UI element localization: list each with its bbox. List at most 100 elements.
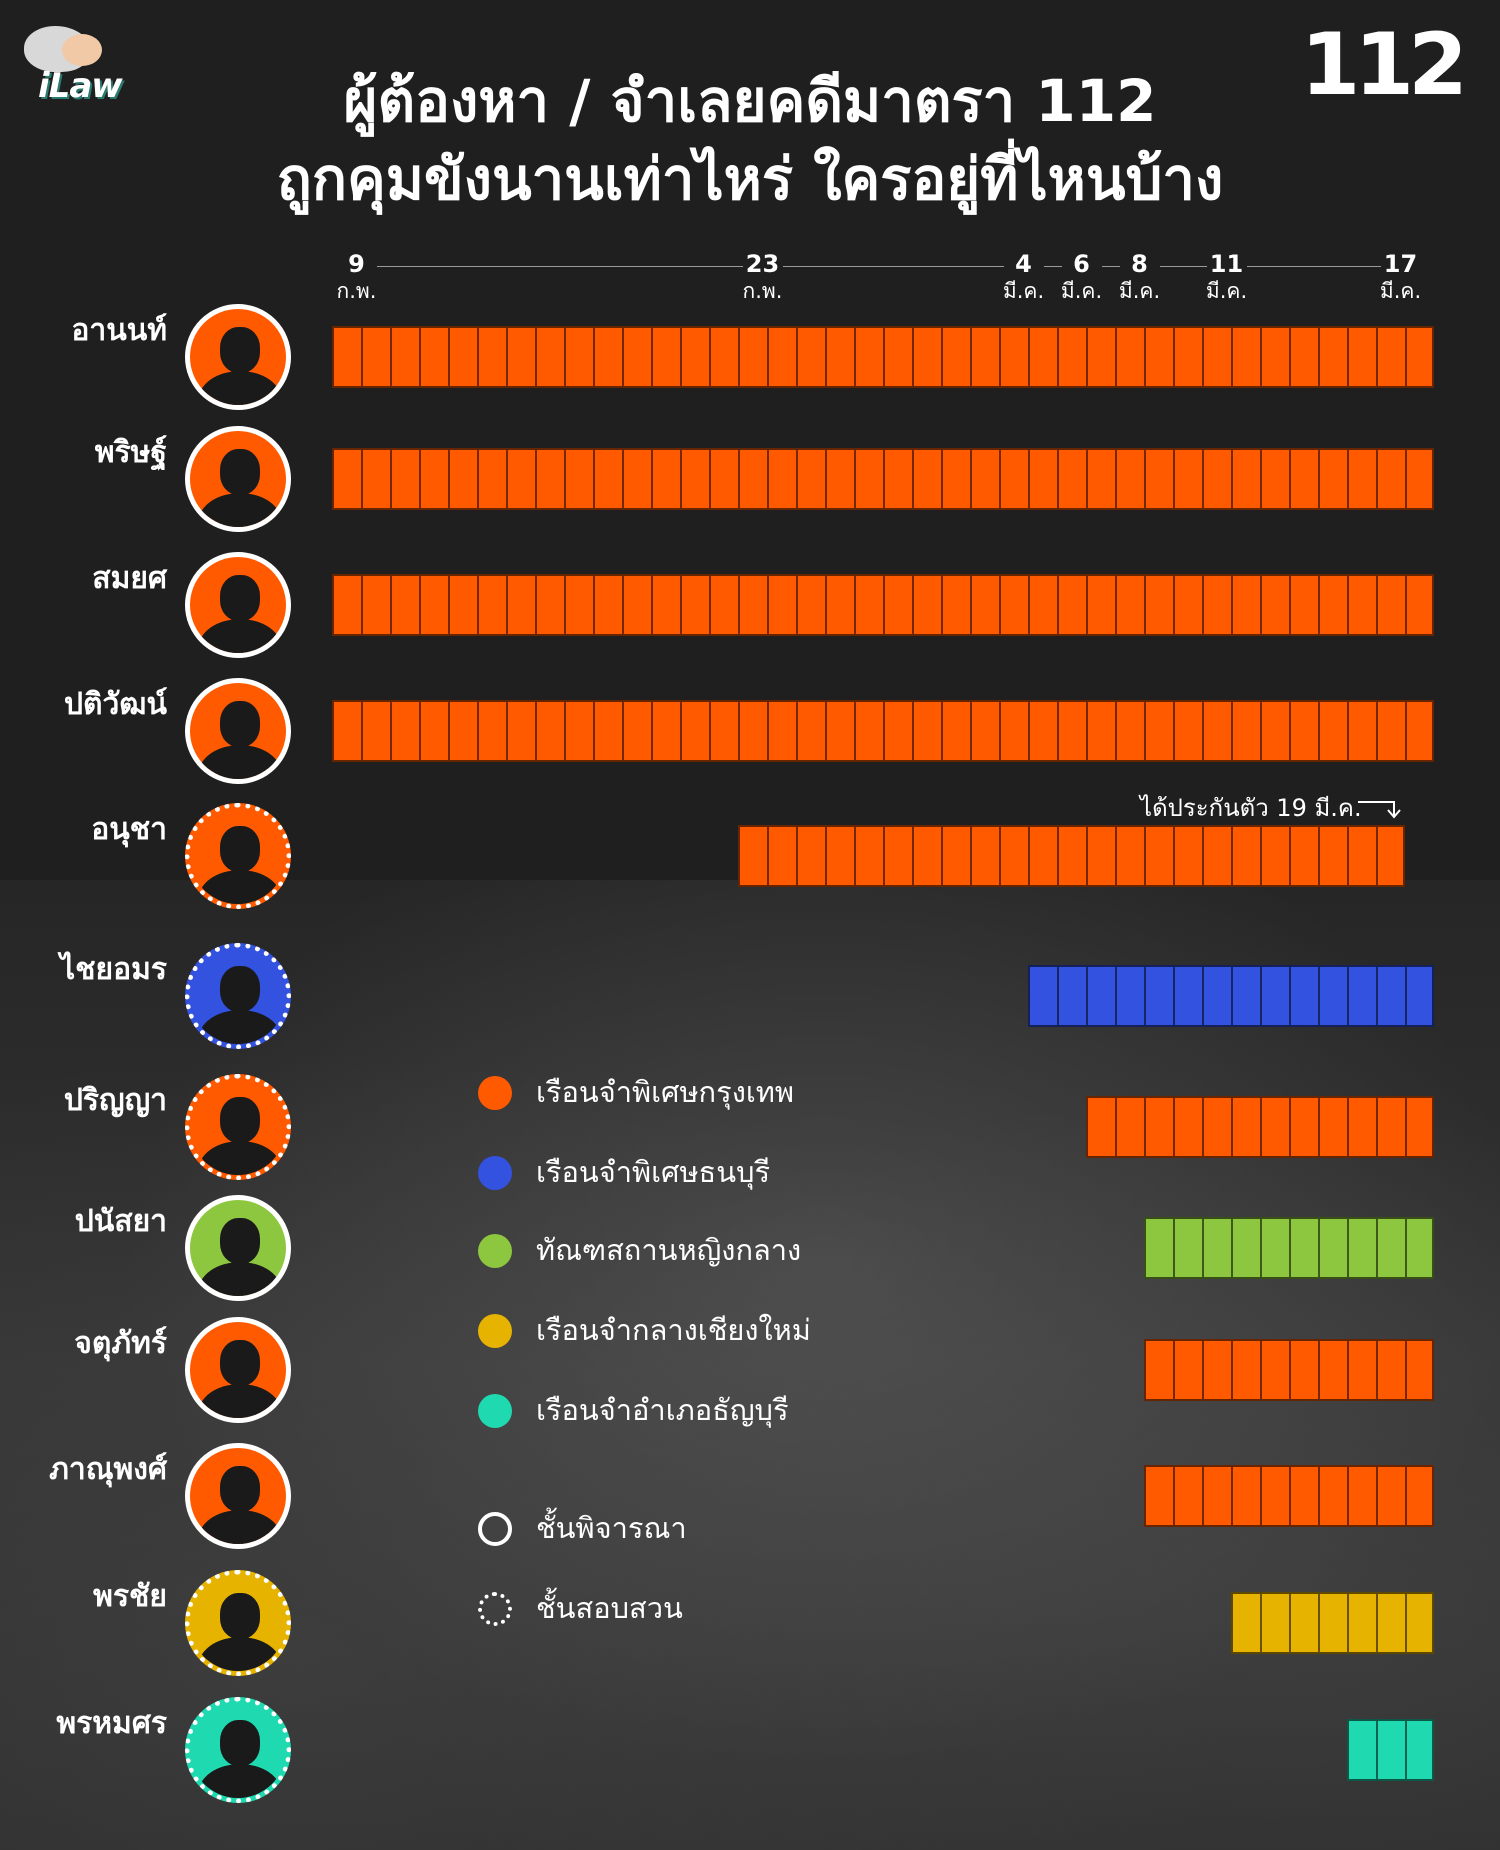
day-divider [1057,827,1059,885]
day-divider [970,576,972,634]
day-divider [1115,450,1117,508]
day-divider [1202,450,1204,508]
day-divider [390,328,392,386]
day-divider [941,450,943,508]
day-divider [622,576,624,634]
day-divider [796,576,798,634]
silhouette-body-icon [198,371,282,405]
day-divider [1144,576,1146,634]
day-divider [1376,1594,1378,1652]
day-divider [796,450,798,508]
day-divider [448,576,450,634]
axis-tick-day: 23 [745,250,780,278]
legend-color-dot-icon [478,1076,512,1110]
person-name: สมยศ [92,561,167,596]
day-divider [1086,328,1088,386]
day-divider [738,328,740,386]
day-divider [1173,967,1175,1025]
solid-ring-icon [478,1512,512,1546]
day-divider [825,576,827,634]
day-divider [1376,702,1378,760]
day-divider [361,702,363,760]
legend-label: เรือนจำอำเภอธัญบุรี [536,1393,789,1427]
silhouette-body-icon [198,1510,282,1544]
day-divider [419,328,421,386]
silhouette-body-icon [198,1262,282,1296]
day-divider [1376,450,1378,508]
day-divider [1405,967,1407,1025]
day-divider [1318,702,1320,760]
person-name: พรหมศร [56,1706,167,1741]
day-divider [1405,1098,1407,1156]
legend-label: เรือนจำพิเศษธนบุรี [536,1155,771,1189]
day-divider [622,450,624,508]
day-divider [1260,967,1262,1025]
day-divider [941,328,943,386]
day-divider [506,328,508,386]
day-divider [767,328,769,386]
day-divider [1318,967,1320,1025]
axis-tick-day: 9 [348,250,365,278]
detention-bar [1347,1719,1434,1781]
axis-tick: 4 มี.ค. [1003,250,1044,304]
day-divider [1376,1341,1378,1399]
day-divider [854,328,856,386]
day-divider [1289,328,1291,386]
day-divider [1289,1594,1291,1652]
day-divider [1318,328,1320,386]
day-divider [1173,1467,1175,1525]
detention-bar [1086,1096,1434,1158]
day-divider [1376,1219,1378,1277]
legend-label: เรือนจำกลางเชียงใหม่ [536,1313,811,1347]
day-divider [1202,576,1204,634]
silhouette-head-icon [220,1340,260,1386]
day-divider [1202,1467,1204,1525]
day-divider [448,328,450,386]
day-divider [767,450,769,508]
day-divider [1347,827,1349,885]
day-divider [912,450,914,508]
day-divider [535,450,537,508]
day-divider [419,702,421,760]
person-avatar [185,1697,291,1803]
day-divider [1115,967,1117,1025]
day-divider [535,328,537,386]
day-divider [419,450,421,508]
day-divider [1260,827,1262,885]
day-divider [912,576,914,634]
axis-tick-month: มี.ค. [1118,279,1161,303]
day-divider [767,702,769,760]
day-divider [477,328,479,386]
day-divider [651,702,653,760]
day-divider [1144,1098,1146,1156]
day-divider [1028,576,1030,634]
day-divider [1202,967,1204,1025]
legend-label: เรือนจำพิเศษกรุงเทพ [536,1075,794,1109]
day-divider [883,702,885,760]
silhouette-head-icon [220,1097,260,1143]
day-divider [1260,328,1262,386]
axis-tick: 17 มี.ค. [1380,250,1421,304]
axis-connector-line [1043,266,1062,267]
day-divider [1144,328,1146,386]
person-name: ปติวัฒน์ [64,687,167,722]
detention-bar [1028,965,1434,1027]
day-divider [825,702,827,760]
day-divider [709,576,711,634]
axis-connector-line [1246,266,1381,267]
logo-face-icon [62,34,102,66]
person-name: พริษฐ์ [94,435,167,470]
day-divider [767,576,769,634]
title-line-2: ถูกคุมขังนานเท่าไหร่ ใครอยู่ที่ไหนบ้าง [276,145,1224,213]
day-divider [1289,702,1291,760]
silhouette-head-icon [220,575,260,621]
axis-connector-line [376,266,743,267]
silhouette-body-icon [198,1384,282,1418]
day-divider [1405,576,1407,634]
day-divider [1260,1594,1262,1652]
day-divider [796,827,798,885]
page-title: ผู้ต้องหา / จำเลยคดีมาตรา 112 ถูกคุมขังน… [150,62,1350,218]
day-divider [564,576,566,634]
axis-tick-month: มี.ค. [1060,279,1103,303]
day-divider [477,450,479,508]
